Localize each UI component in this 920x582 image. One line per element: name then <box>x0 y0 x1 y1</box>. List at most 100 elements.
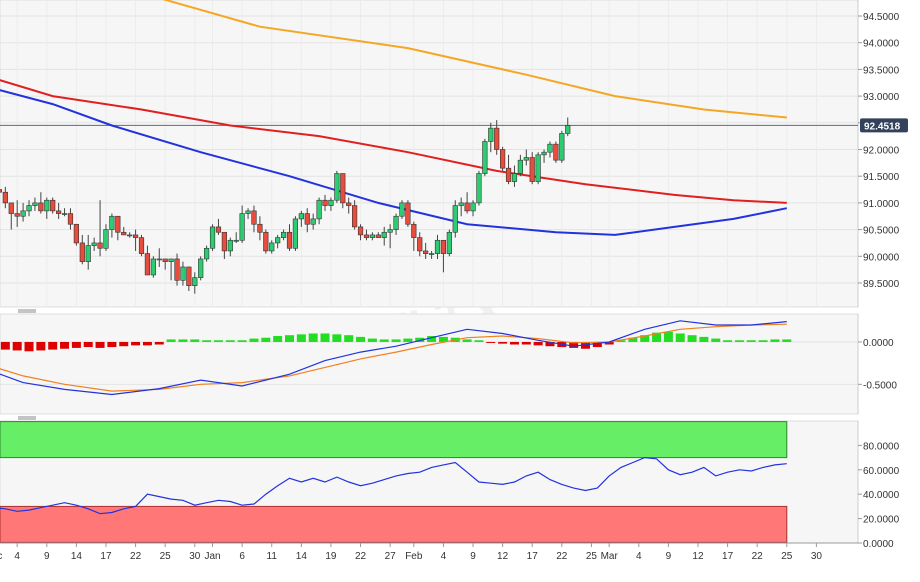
rsi-tick-label: 40.0000 <box>863 490 900 501</box>
price-panel-background <box>0 0 859 308</box>
macd-histogram-bar <box>60 341 70 349</box>
candle <box>269 240 275 254</box>
price-tick-label: 94.0000 <box>863 39 900 50</box>
macd-histogram-bar <box>746 340 756 342</box>
x-tick-label: 4 <box>14 551 20 562</box>
candle <box>458 197 464 217</box>
candle <box>79 234 85 265</box>
candle-body <box>523 157 529 161</box>
macd-histogram-bar <box>332 334 342 342</box>
candle <box>91 237 97 251</box>
macd-histogram-bar <box>273 336 283 342</box>
x-tick-label: 17 <box>527 551 539 562</box>
candle <box>511 165 518 187</box>
candle-body <box>464 202 470 212</box>
candle-body <box>423 250 429 254</box>
macd-histogram-bar <box>663 331 673 342</box>
macd-histogram-bar <box>356 336 366 342</box>
candle-body <box>494 127 500 150</box>
rsi-tick-label: 60.0000 <box>863 466 900 477</box>
candle <box>535 152 541 185</box>
candle <box>559 130 565 163</box>
sma-orange-line <box>162 0 787 119</box>
macd-histogram-bar <box>166 339 176 342</box>
macd-histogram-bar <box>213 340 223 342</box>
candle <box>221 231 227 259</box>
price-tick-label: 93.0000 <box>863 92 900 103</box>
candle <box>286 224 293 251</box>
macd-histogram-bar <box>699 336 709 342</box>
macd-histogram-bar <box>296 334 306 342</box>
macd-histogram-bar <box>36 341 46 351</box>
candle-body <box>204 247 210 260</box>
candle <box>340 173 346 209</box>
candle-body <box>109 215 115 230</box>
candle <box>334 170 340 203</box>
candle-body <box>381 231 387 238</box>
candle-body <box>26 205 32 212</box>
candle <box>381 226 387 246</box>
candle-body <box>363 234 370 238</box>
rsi-panel: 0.0000 20.0000 40.0000 60.0000 80.0000 <box>0 416 900 550</box>
macd-histogram-bar <box>640 335 650 342</box>
candle-body <box>559 133 565 161</box>
macd-histogram-bar <box>675 333 685 342</box>
candle <box>494 120 500 155</box>
macd-histogram-bar <box>178 339 188 342</box>
candle-body <box>352 205 358 228</box>
last-price-tag: 92.4518 <box>860 118 908 133</box>
macd-histogram-bar <box>190 339 200 342</box>
candle <box>26 200 32 217</box>
macd-histogram-bar <box>486 341 496 343</box>
candle <box>357 224 364 241</box>
candle-body <box>97 242 103 249</box>
macd-histogram-bar <box>628 337 638 342</box>
candle <box>399 200 405 219</box>
candle <box>204 245 210 262</box>
macd-histogram-bar <box>438 336 448 342</box>
candle-body <box>198 258 204 278</box>
candle <box>127 232 133 238</box>
candle <box>423 242 429 259</box>
macd-histogram-bar <box>0 341 10 350</box>
candle-body <box>2 191 8 204</box>
macd-histogram-bar <box>533 341 543 346</box>
candle-body <box>340 173 346 204</box>
x-tick-label: 9 <box>470 551 476 562</box>
x-tick-label: 4 <box>636 551 642 562</box>
candle <box>251 205 257 233</box>
macd-histogram-bar <box>225 340 235 342</box>
candle-body <box>500 149 506 169</box>
candle-body <box>8 202 14 214</box>
candle <box>56 202 62 219</box>
candle-body <box>476 173 482 204</box>
candle-body <box>91 242 97 246</box>
price-tick-label: 94.5000 <box>863 12 900 23</box>
rsi-tick-label: 20.0000 <box>863 515 900 526</box>
candle <box>393 213 399 235</box>
x-tick-label: 19 <box>325 551 337 562</box>
candle-body <box>168 258 174 262</box>
candle <box>417 232 423 257</box>
macd-histogram-bar <box>237 340 247 342</box>
macd-histogram-bar <box>723 340 733 342</box>
candle <box>505 154 512 185</box>
candle-body <box>553 143 559 161</box>
macd-histogram-bar <box>367 338 377 342</box>
candle-body <box>61 213 68 215</box>
candle <box>363 229 370 241</box>
rsi-overbought-zone <box>0 421 788 459</box>
macd-histogram-bar <box>308 333 318 342</box>
candle <box>541 149 547 163</box>
candle-body <box>221 231 227 252</box>
candle <box>369 232 375 241</box>
rsi-oversold-zone <box>0 505 788 543</box>
candle <box>180 261 186 286</box>
candle <box>44 197 50 219</box>
candle-body <box>20 210 26 217</box>
candle <box>132 229 139 251</box>
price-tick-label: 90.5000 <box>863 226 900 237</box>
candle <box>227 237 233 257</box>
candle <box>257 216 263 241</box>
